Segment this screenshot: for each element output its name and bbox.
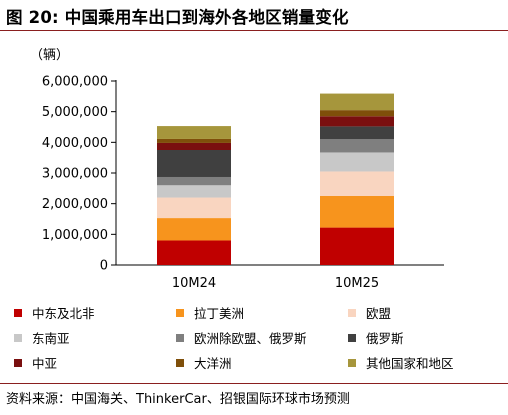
legend-swatch	[176, 308, 184, 317]
chart-title: 图 20: 中国乘用车出口到海外各地区销量变化	[6, 8, 349, 27]
bar-segment	[157, 197, 231, 219]
y-tick-label: 1,000,000	[42, 228, 108, 243]
bar-segment	[157, 185, 231, 198]
legend-item: 拉丁美洲	[176, 303, 244, 322]
y-tick-label: 4,000,000	[42, 136, 108, 151]
x-category-label: 10M24	[172, 276, 216, 291]
y-axis-unit: （辆）	[30, 48, 70, 63]
bar-segment	[320, 116, 394, 127]
legend-label: 中亚	[32, 356, 58, 371]
legend-item: 欧洲除欧盟、俄罗斯	[176, 328, 307, 347]
legend-label: 欧洲除欧盟、俄罗斯	[194, 331, 307, 346]
bar-segment	[157, 240, 231, 265]
legend-label: 其他国家和地区	[366, 356, 454, 371]
source-note: 资料来源：中国海关、ThinkerCar、招银国际环球市场预测	[6, 392, 350, 407]
legend-item: 欧盟	[348, 303, 391, 322]
legend-swatch	[348, 333, 356, 342]
legend-label: 大洋洲	[194, 356, 232, 371]
legend-swatch	[14, 333, 22, 342]
y-tick-label: 0	[100, 259, 108, 274]
bar-segment	[320, 126, 394, 140]
legend-swatch	[176, 358, 184, 367]
legend-item: 中亚	[14, 353, 57, 372]
legend-swatch	[14, 358, 22, 367]
bar-segment	[157, 126, 231, 139]
legend-item: 俄罗斯	[348, 328, 404, 347]
legend-label: 拉丁美洲	[194, 306, 245, 321]
bar-segment	[320, 93, 394, 111]
legend-swatch	[176, 333, 184, 342]
bar-segment	[320, 110, 394, 117]
source-divider	[0, 383, 508, 384]
bar-segment	[320, 196, 394, 228]
bar-segment	[320, 171, 394, 196]
title-divider	[0, 30, 508, 31]
bar-segment	[320, 152, 394, 172]
legend-item: 其他国家和地区	[348, 353, 454, 372]
bar-segment	[320, 227, 394, 265]
bar-segment	[157, 138, 231, 143]
bar-segment	[157, 142, 231, 150]
legend-swatch	[348, 358, 356, 367]
legend-swatch	[348, 308, 356, 317]
y-tick-label: 3,000,000	[42, 167, 108, 182]
x-category-label: 10M25	[335, 276, 379, 291]
y-tick-label: 5,000,000	[42, 105, 108, 120]
legend-label: 欧盟	[366, 306, 392, 321]
bar-segment	[157, 218, 231, 241]
legend-item: 大洋洲	[176, 353, 232, 372]
y-tick-label: 6,000,000	[42, 75, 108, 90]
stacked-bar-chart: 0 1,000,000 2,000,000 3,000,000 4,000,000 5,0…	[42, 75, 444, 291]
legend-item: 中东及北非	[14, 303, 95, 322]
y-tick-label: 2,000,000	[42, 197, 108, 212]
legend-label: 东南亚	[32, 331, 70, 346]
legend-label: 俄罗斯	[366, 331, 404, 346]
legend-item: 东南亚	[14, 328, 70, 347]
bar-segment	[157, 176, 231, 186]
legend-label: 中东及北非	[32, 306, 95, 321]
bar-segment	[320, 139, 394, 153]
bar-segment	[157, 150, 231, 177]
legend-swatch	[14, 308, 22, 317]
